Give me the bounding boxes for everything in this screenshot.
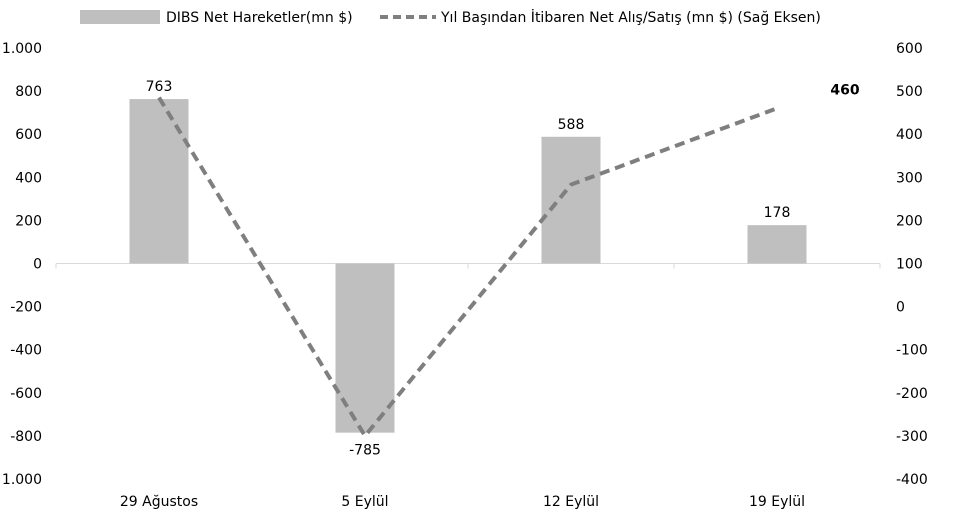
line-data-label: 460 — [830, 82, 859, 98]
left-tick-label: 800 — [15, 84, 42, 100]
legend-label-line: Yıl Başından İtibaren Net Alış/Satış (mn… — [440, 8, 821, 26]
left-tick-label: 600 — [15, 127, 42, 143]
bar-data-label: 588 — [558, 117, 585, 133]
category-label: 29 Ağustos — [120, 494, 198, 510]
bar — [747, 225, 807, 264]
legend-label-bar: DIBS Net Hareketler(mn $) — [166, 10, 353, 26]
category-label: 12 Eylül — [543, 494, 599, 510]
bar-data-label: -785 — [349, 443, 381, 459]
right-tick-label: -300 — [896, 429, 928, 445]
bar-data-label: 178 — [764, 205, 791, 221]
left-tick-label: 0 — [33, 257, 42, 273]
right-tick-label: -400 — [896, 472, 928, 488]
right-tick-label: 400 — [896, 127, 923, 143]
bar-series — [129, 99, 807, 433]
right-axis: 600 500 400 300 200 100 0 -100 -200 -300 -400 — [896, 41, 928, 488]
legend-swatch-bar — [80, 10, 160, 24]
right-tick-label: 0 — [896, 300, 905, 316]
left-tick-label: 1.000 — [2, 41, 42, 57]
left-tick-label: -800 — [10, 429, 42, 445]
right-tick-label: -100 — [896, 343, 928, 359]
left-tick-label: 200 — [15, 213, 42, 229]
line-path — [157, 96, 778, 438]
left-axis: 1.000 800 600 400 200 0 -200 -400 -600 -800 1.000 — [2, 41, 42, 488]
left-tick-label: -200 — [10, 300, 42, 316]
left-tick-label: 1.000 — [2, 472, 42, 488]
right-tick-label: 300 — [896, 170, 923, 186]
right-tick-label: 100 — [896, 257, 923, 273]
category-label: 5 Eylül — [341, 494, 388, 510]
bar — [129, 99, 189, 264]
data-labels: 763 -785 588 178 460 — [146, 79, 860, 459]
left-tick-label: -400 — [10, 343, 42, 359]
category-label: 19 Eylül — [749, 494, 805, 510]
line-series — [157, 96, 778, 438]
right-tick-label: 600 — [896, 41, 923, 57]
right-tick-label: 500 — [896, 84, 923, 100]
bar-data-label: 763 — [146, 79, 173, 95]
legend: DIBS Net Hareketler(mn $) Yıl Başından İ… — [80, 8, 821, 26]
right-tick-label: 200 — [896, 213, 923, 229]
category-axis: 29 Ağustos 5 Eylül 12 Eylül 19 Eylül — [55, 263, 881, 510]
left-tick-label: 400 — [15, 170, 42, 186]
bar — [541, 136, 601, 264]
right-tick-label: -200 — [896, 386, 928, 402]
bar — [335, 263, 395, 433]
left-tick-label: -600 — [10, 386, 42, 402]
